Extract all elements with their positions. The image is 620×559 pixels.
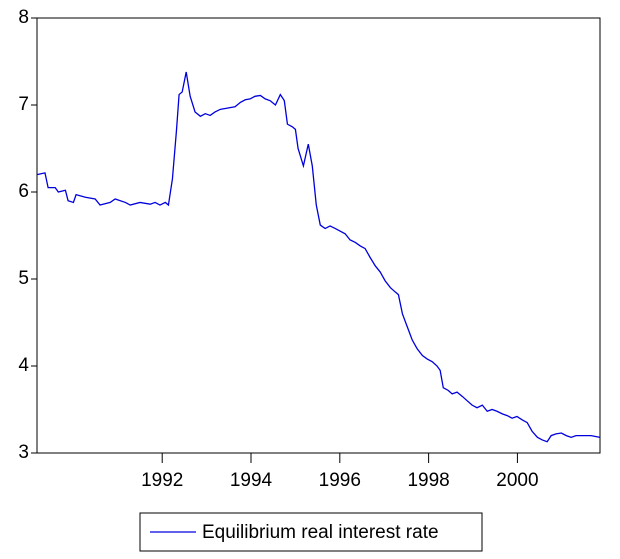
x-tick-label: 1998 — [407, 470, 449, 491]
y-tick-label: 8 — [18, 7, 29, 28]
y-tick-label: 5 — [18, 268, 29, 289]
x-tick-label: 2000 — [496, 470, 538, 491]
y-tick-label: 3 — [18, 442, 29, 463]
legend-box — [139, 512, 483, 552]
y-tick-label: 6 — [18, 181, 29, 202]
x-tick-label: 1992 — [141, 470, 183, 491]
x-tick-label: 1996 — [319, 470, 361, 491]
x-tick-label: 1994 — [230, 470, 273, 491]
plot-frame — [36, 17, 601, 454]
legend-label: Equilibrium real interest rate — [202, 522, 439, 543]
y-tick-label: 4 — [18, 355, 29, 376]
y-tick-label: 7 — [18, 94, 29, 115]
data-line — [36, 71, 601, 443]
